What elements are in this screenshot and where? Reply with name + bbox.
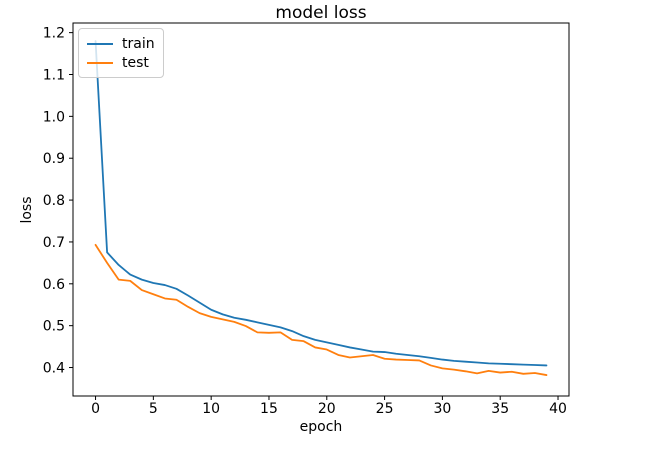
- y-tick-label: 1.2: [43, 26, 65, 42]
- y-tick-label: 0.6: [43, 277, 65, 293]
- x-tick-label: 30: [433, 401, 451, 417]
- test-line-sample: [87, 61, 113, 64]
- legend-label-test: test: [122, 54, 149, 71]
- train-line-sample: [87, 42, 113, 45]
- y-tick-label: 0.9: [43, 151, 65, 167]
- x-tick-label: 10: [202, 401, 220, 417]
- y-tick-label: 1.1: [43, 67, 65, 83]
- x-tick-label: 25: [376, 401, 394, 417]
- y-tick-label: 0.7: [43, 235, 65, 251]
- legend-label-train: train: [122, 35, 155, 52]
- y-tick-label: 0.5: [43, 319, 65, 335]
- train-line: [94, 40, 548, 367]
- x-tick-label: 20: [318, 401, 336, 417]
- test-line: [94, 243, 548, 376]
- x-tick-label: 0: [91, 401, 100, 417]
- legend-item-test: test: [87, 53, 155, 72]
- legend: train test: [78, 28, 164, 78]
- x-tick-label: 40: [549, 401, 567, 417]
- legend-item-train: train: [87, 34, 155, 53]
- chart-title: model loss: [275, 3, 367, 23]
- axes-spines: [72, 22, 570, 397]
- y-tick-label: 1.0: [43, 109, 65, 125]
- y-tick-label: 0.4: [43, 361, 65, 377]
- x-tick-label: 35: [491, 401, 509, 417]
- x-axis-label: epoch: [299, 419, 343, 435]
- x-tick-label: 5: [149, 401, 158, 417]
- y-tick-label: 0.8: [43, 193, 65, 209]
- x-tick-label: 15: [260, 401, 278, 417]
- y-axis-label: loss: [19, 196, 35, 224]
